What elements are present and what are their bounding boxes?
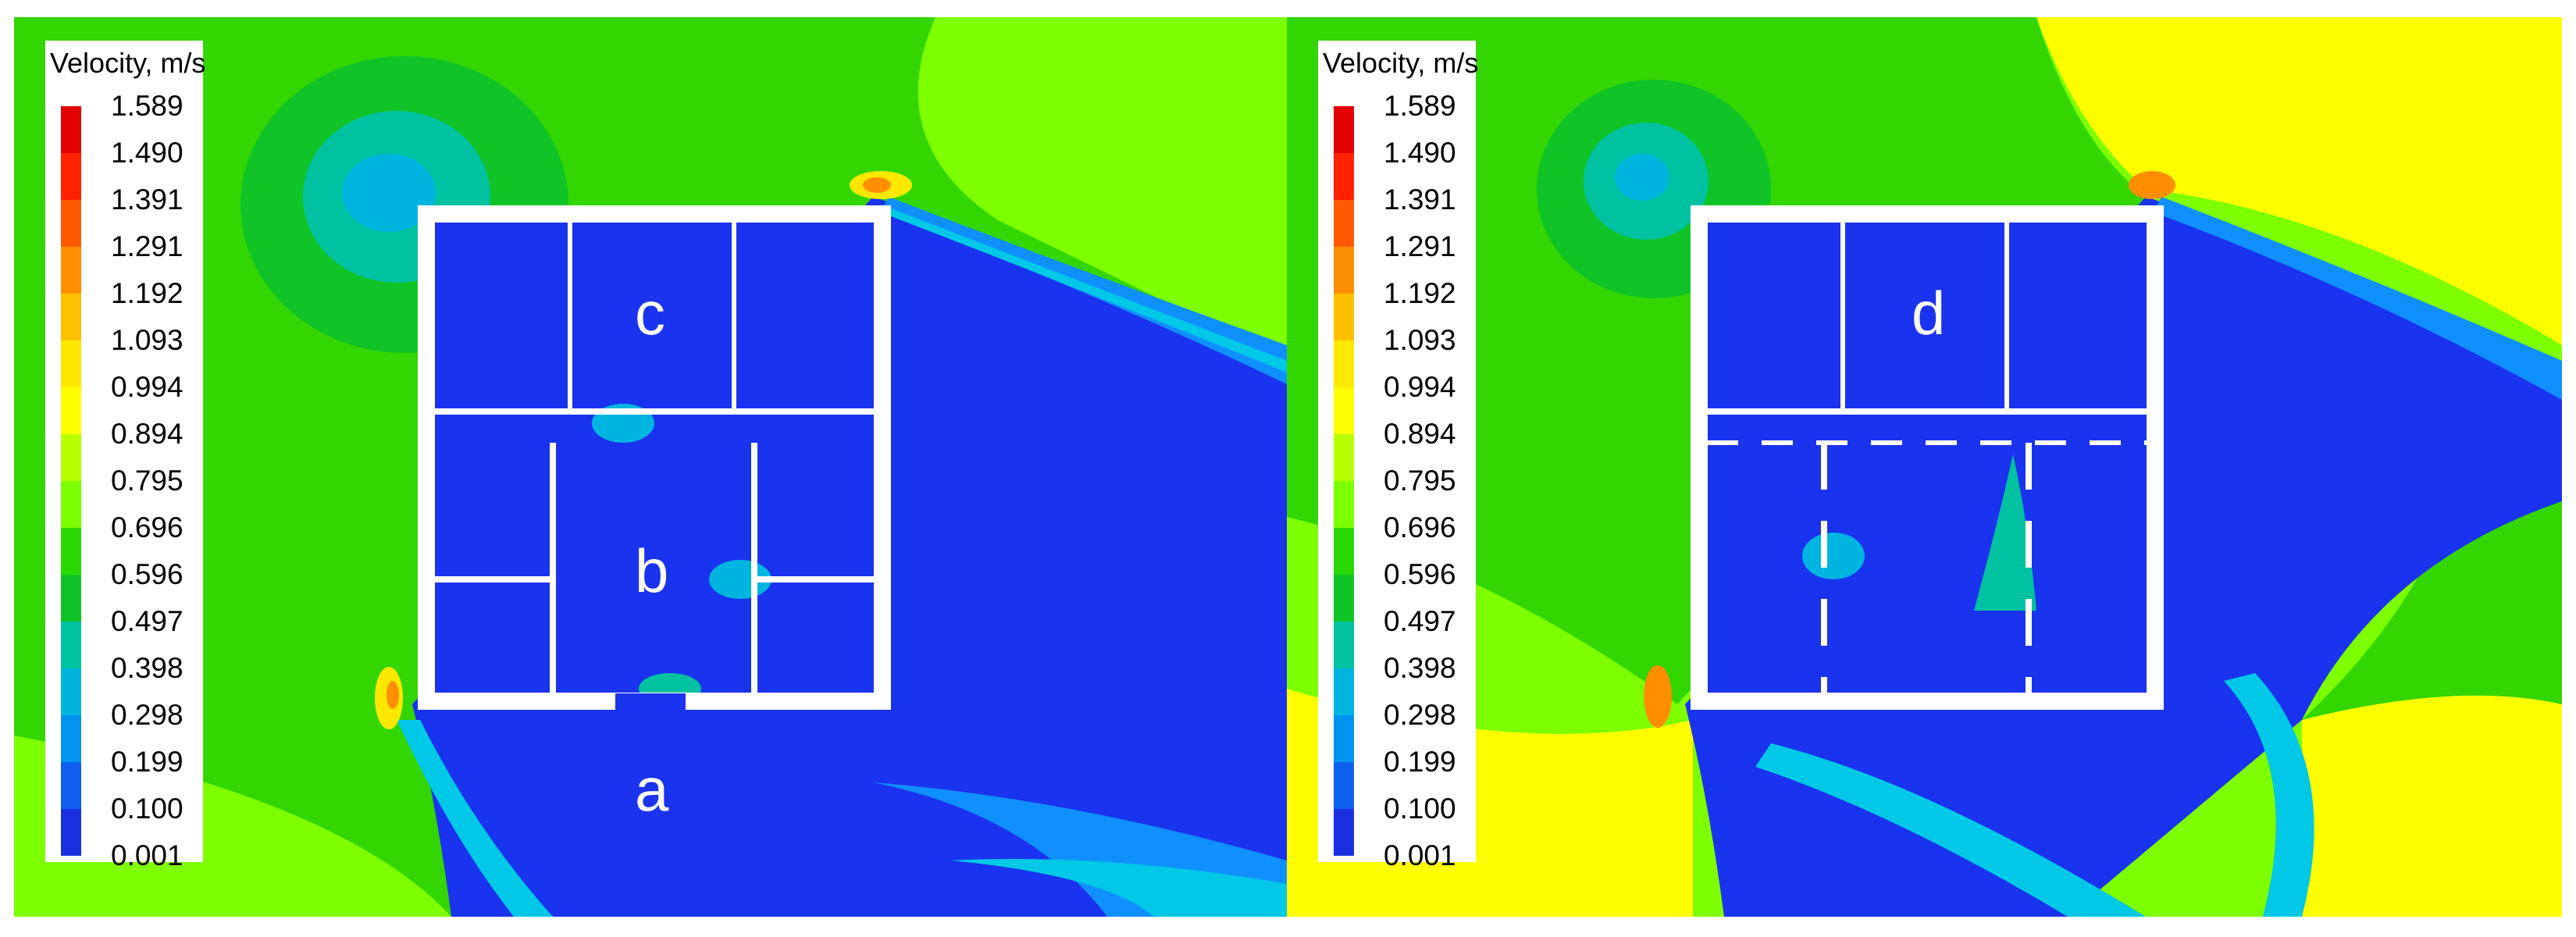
velocity-field-left <box>14 17 1287 917</box>
color-scale-segment <box>1334 387 1354 435</box>
color-scale-segment <box>1334 340 1354 388</box>
legend-tick-label: 1.490 <box>111 137 183 169</box>
legend-tick-label: 0.596 <box>1384 558 1456 590</box>
legend-title: Velocity, m/s <box>1323 47 1479 79</box>
room-label-c: c <box>635 279 665 347</box>
color-legend: Velocity, m/s 1.589 1.490 1.391 1.291 1.192 1… <box>45 41 206 871</box>
velocity-field-right <box>1287 17 2562 917</box>
color-scale-segment <box>1334 528 1354 575</box>
legend-tick-label: 0.894 <box>1384 418 1456 450</box>
color-scale-segment <box>61 294 81 341</box>
legend-tick-label: 1.589 <box>1384 90 1456 122</box>
color-scale-segment <box>1334 575 1354 622</box>
room-label-d: d <box>1912 279 1946 347</box>
legend-tick-label: 0.795 <box>111 465 183 497</box>
color-scale-segment <box>61 622 81 669</box>
legend-tick-label: 0.497 <box>111 605 183 637</box>
legend-tick-label: 0.001 <box>1384 839 1456 871</box>
legend-tick-label: 1.589 <box>111 90 183 122</box>
legend-tick-label: 0.100 <box>1384 793 1456 825</box>
legend-tick-label: 0.795 <box>1384 465 1456 497</box>
color-scale-segment <box>1334 715 1354 763</box>
legend-tick-label: 0.100 <box>111 793 183 825</box>
room-label-b: b <box>635 536 669 605</box>
legend-tick-label: 0.199 <box>111 746 183 778</box>
color-scale-segment <box>1334 668 1354 716</box>
color-scale-segment <box>61 575 81 622</box>
legend-tick-label: 0.298 <box>111 699 183 731</box>
color-scale-bar <box>61 106 81 856</box>
legend-tick-label: 0.994 <box>111 371 183 403</box>
color-scale-segment <box>1334 200 1354 248</box>
color-scale-segment <box>61 200 81 248</box>
legend-tick-label: 1.093 <box>111 324 183 356</box>
color-scale-segment <box>61 481 81 529</box>
velocity-panel-left: Velocity, m/s 1.589 1.490 1.391 1.291 1.192 1… <box>14 17 1287 917</box>
color-scale-segment <box>61 434 81 482</box>
color-scale-segment <box>1334 622 1354 669</box>
color-scale-segment <box>1334 106 1354 154</box>
legend-tick-label: 1.093 <box>1384 324 1456 356</box>
legend-tick-label: 1.192 <box>111 277 183 309</box>
color-scale-segment <box>1334 762 1354 810</box>
color-scale-segment <box>61 668 81 716</box>
legend-tick-label: 1.192 <box>1384 277 1456 309</box>
color-scale-segment <box>61 340 81 388</box>
velocity-panel-right: Velocity, m/s 1.589 1.490 1.391 1.291 1.192 1… <box>1287 17 2562 917</box>
legend-tick-label: 1.391 <box>111 183 183 216</box>
legend-tick-label: 0.497 <box>1384 605 1456 637</box>
legend-title: Velocity, m/s <box>50 47 206 79</box>
legend-tick-label: 0.696 <box>1384 511 1456 543</box>
legend-tick-label: 1.391 <box>1384 183 1456 216</box>
legend-tick-label: 0.596 <box>111 558 183 590</box>
color-scale-segment <box>1334 809 1354 856</box>
color-scale-segment <box>1334 434 1354 482</box>
legend-tick-label: 1.291 <box>111 230 183 262</box>
color-scale-segment <box>61 106 81 154</box>
color-scale-segment <box>61 528 81 575</box>
color-scale-segment <box>1334 247 1354 294</box>
legend-tick-label: 0.994 <box>1384 371 1456 403</box>
legend-tick-label: 0.199 <box>1384 746 1456 778</box>
color-scale-segment <box>1334 294 1354 341</box>
color-scale-segment <box>61 153 81 201</box>
color-scale-segment <box>61 715 81 763</box>
color-scale-segment <box>61 247 81 294</box>
legend-tick-label: 0.298 <box>1384 699 1456 731</box>
color-scale-bar <box>1334 106 1354 856</box>
legend-tick-label: 0.696 <box>111 511 183 543</box>
legend-tick-label: 0.894 <box>111 418 183 450</box>
color-scale-segment <box>61 762 81 810</box>
legend-tick-label: 1.291 <box>1384 230 1456 262</box>
legend-tick-label: 0.001 <box>111 839 183 871</box>
color-legend: Velocity, m/s 1.589 1.490 1.391 1.291 1.192 1… <box>1318 41 1479 871</box>
room-label-a: a <box>635 755 669 824</box>
legend-tick-label: 1.490 <box>1384 137 1456 169</box>
color-scale-segment <box>61 809 81 856</box>
color-scale-segment <box>61 387 81 435</box>
legend-tick-label: 0.398 <box>1384 652 1456 684</box>
color-scale-segment <box>1334 481 1354 529</box>
legend-tick-label: 0.398 <box>111 652 183 684</box>
color-scale-segment <box>1334 153 1354 201</box>
